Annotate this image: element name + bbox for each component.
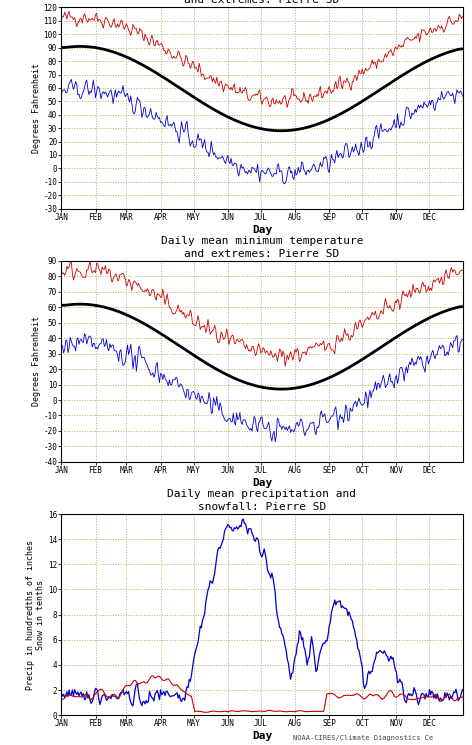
Y-axis label: Degrees Fahrenheit: Degrees Fahrenheit bbox=[32, 317, 41, 406]
Title: Daily mean maximum temperature
and extremes: Pierre SD: Daily mean maximum temperature and extre… bbox=[160, 0, 363, 5]
Title: Daily mean minimum temperature
and extremes: Pierre SD: Daily mean minimum temperature and extre… bbox=[160, 236, 363, 259]
Y-axis label: Precip in hundredths of inches
Snow in tenths: Precip in hundredths of inches Snow in t… bbox=[26, 539, 45, 690]
Title: Daily mean precipitation and
snowfall: Pierre SD: Daily mean precipitation and snowfall: P… bbox=[168, 489, 356, 512]
X-axis label: Day: Day bbox=[252, 224, 272, 235]
X-axis label: Day: Day bbox=[252, 731, 272, 741]
X-axis label: Day: Day bbox=[252, 478, 272, 488]
Text: NOAA-CIRES/Climate Diagnostics Ce: NOAA-CIRES/Climate Diagnostics Ce bbox=[293, 735, 433, 741]
Y-axis label: Degrees Fahrenheit: Degrees Fahrenheit bbox=[32, 63, 41, 153]
